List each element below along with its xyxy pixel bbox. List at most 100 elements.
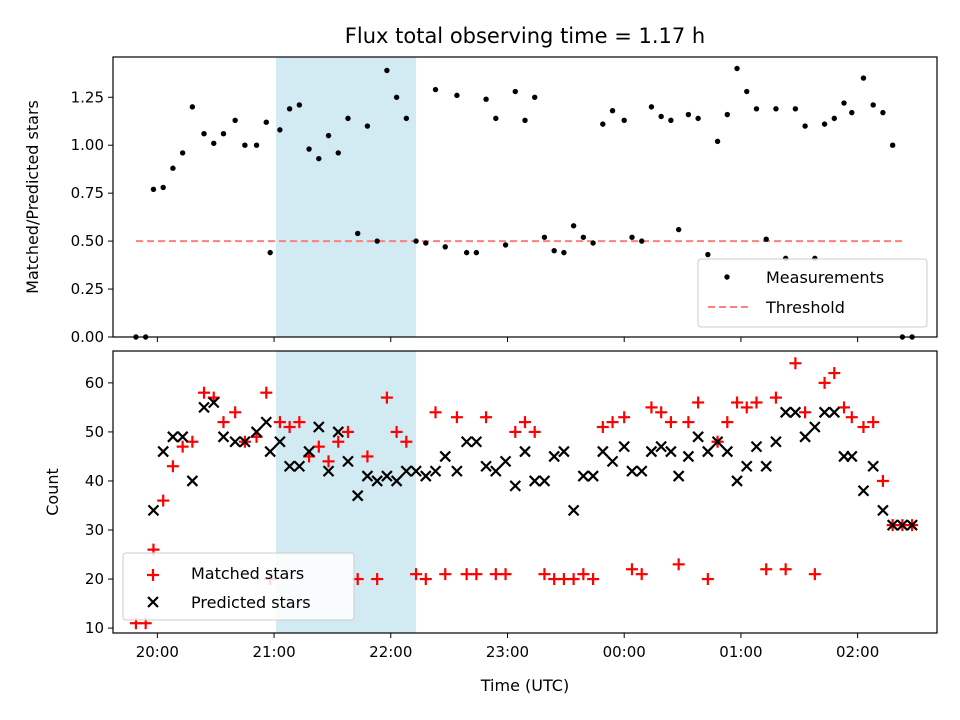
measurement-point (335, 150, 341, 156)
matched-star-point (361, 450, 374, 463)
matched-star-point (645, 401, 658, 414)
y-tick-label: 40 (85, 472, 104, 490)
matched-star-point (672, 558, 685, 571)
ratio-panel: 0.00 0.25 0.50 0.75 1.00 1.25 Matched/Predict… (23, 56, 938, 346)
matched-star-point (750, 396, 763, 409)
measurement-point (442, 244, 448, 250)
predicted-star-point (470, 435, 483, 448)
matched-star-point (166, 460, 179, 473)
predicted-star-point (361, 470, 374, 482)
measurement-point (831, 115, 837, 122)
measurement-point (639, 238, 645, 244)
predicted-star-point (439, 450, 452, 463)
predicted-star-point (692, 431, 704, 443)
predicted-star-point (577, 470, 590, 482)
matched-star-point (273, 416, 286, 429)
measurement-point (522, 117, 528, 123)
measurement-point (744, 88, 750, 95)
predicted-star-point (217, 431, 230, 443)
predicted-star-point (167, 431, 179, 443)
measurement-point (160, 184, 166, 191)
measurement-point (870, 102, 876, 108)
matched-star-point (312, 440, 325, 453)
predicted-star-point (313, 421, 325, 433)
predicted-star-point (655, 440, 667, 453)
predicted-star-point (229, 435, 241, 448)
measurement-point (325, 132, 332, 139)
measurement-point (267, 249, 273, 256)
matched-star-point (655, 406, 668, 419)
x-tick-label: 02:00 (836, 643, 879, 661)
matched-star-point (567, 573, 580, 586)
measurement-point (463, 249, 470, 256)
predicted-star-point (342, 455, 354, 468)
predicted-star-point (198, 401, 210, 414)
x-tick-label: 20:00 (136, 643, 179, 661)
predicted-star-point (207, 396, 220, 409)
matched-star-point (721, 416, 734, 429)
matched-legend-label: Matched stars (191, 564, 304, 583)
predicted-star-point (332, 426, 345, 438)
predicted-star-point (721, 445, 734, 458)
count-y-ticks: 10 20 30 40 50 60 (85, 374, 113, 637)
matched-star-point (838, 401, 851, 414)
predicted-star-point (490, 465, 502, 477)
chart-title: Flux total observing time = 1.17 h (345, 24, 705, 48)
matched-star-point (283, 421, 296, 434)
predicted-star-point (264, 445, 276, 458)
measurement-point (483, 96, 489, 102)
predicted-star-point (390, 475, 403, 487)
measurements-legend-marker (724, 274, 730, 280)
measurement-point (821, 121, 828, 127)
predicted-star-point (760, 460, 772, 473)
predicted-star-point (250, 426, 263, 438)
measurement-point (629, 234, 635, 240)
predicted-star-point (548, 450, 560, 463)
predicted-star-point (351, 489, 364, 502)
matched-star-point (419, 573, 432, 586)
measurement-point (880, 109, 886, 116)
ratio-y-axis-label: Matched/Predicted stars (23, 100, 42, 294)
predicted-star-point (176, 431, 189, 443)
matched-star-point (480, 411, 493, 424)
y-tick-label: 0.25 (71, 280, 104, 298)
y-tick-label: 60 (85, 374, 104, 392)
predicted-star-point (528, 475, 541, 487)
predicted-star-point (645, 445, 658, 458)
y-tick-label: 1.00 (71, 136, 104, 154)
measurement-point (286, 106, 293, 112)
predicted-star-point (186, 475, 199, 487)
predicted-star-point (274, 435, 286, 448)
predicted-star-point (519, 445, 531, 458)
measurement-point (551, 247, 557, 254)
matched-star-point (450, 411, 463, 424)
matched-star-point (371, 573, 384, 586)
predicted-star-point (665, 445, 677, 458)
matched-star-point (322, 455, 335, 468)
matched-star-point (769, 391, 782, 404)
y-tick-label: 30 (85, 521, 104, 539)
measurement-point (590, 240, 596, 246)
matched-star-point (390, 425, 403, 438)
predicted-star-point (635, 465, 648, 477)
x-axis-label: Time (UTC) (480, 676, 569, 695)
measurement-point (685, 111, 692, 118)
predicted-star-point (538, 475, 551, 487)
predicted-star-point (799, 431, 811, 443)
ratio-plot-frame (112, 56, 938, 338)
matched-star-point (229, 406, 242, 419)
measurement-point (201, 131, 207, 137)
matched-star-point (828, 367, 841, 380)
measurement-points (133, 65, 915, 340)
matched-star-point (519, 416, 531, 429)
measurement-point (860, 75, 867, 81)
measurement-point (374, 238, 380, 244)
measurement-point (802, 123, 808, 129)
matched-legend-marker (147, 569, 159, 581)
measurement-point (345, 115, 351, 122)
predicted-star-point (877, 504, 889, 517)
measurement-point (609, 107, 616, 114)
matched-star-point (332, 435, 345, 448)
predicted-star-point (451, 465, 463, 477)
